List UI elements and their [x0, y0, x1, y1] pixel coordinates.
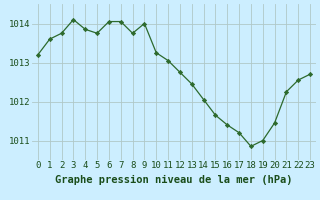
X-axis label: Graphe pression niveau de la mer (hPa): Graphe pression niveau de la mer (hPa) — [55, 175, 293, 185]
